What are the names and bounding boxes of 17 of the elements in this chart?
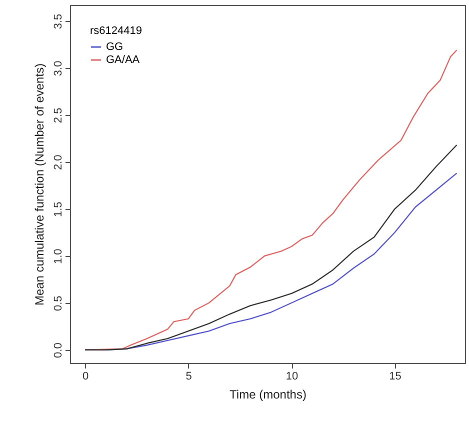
y-tick-label: 1.0 (52, 248, 64, 264)
x-tick-label: 15 (389, 370, 402, 382)
y-tick-label: 1.5 (52, 202, 64, 218)
legend-label: GG (106, 41, 124, 53)
y-tick-label: 0.0 (52, 342, 64, 358)
y-tick-label: 0.5 (52, 296, 64, 312)
x-tick-label: 5 (186, 370, 192, 382)
y-tick-label: 3.0 (52, 60, 64, 76)
legend-label: GA/AA (106, 54, 140, 66)
x-axis-title: Time (months) (230, 388, 306, 402)
legend-title: rs6124419 (90, 25, 142, 37)
x-tick-label: 10 (286, 370, 298, 382)
y-tick-label: 2.5 (52, 108, 64, 124)
y-tick-label: 2.0 (52, 154, 64, 170)
y-tick-label: 3.5 (52, 14, 64, 30)
y-axis-title: Mean cumulative function (Number of events) (32, 63, 46, 306)
x-tick-label: 0 (82, 370, 89, 382)
